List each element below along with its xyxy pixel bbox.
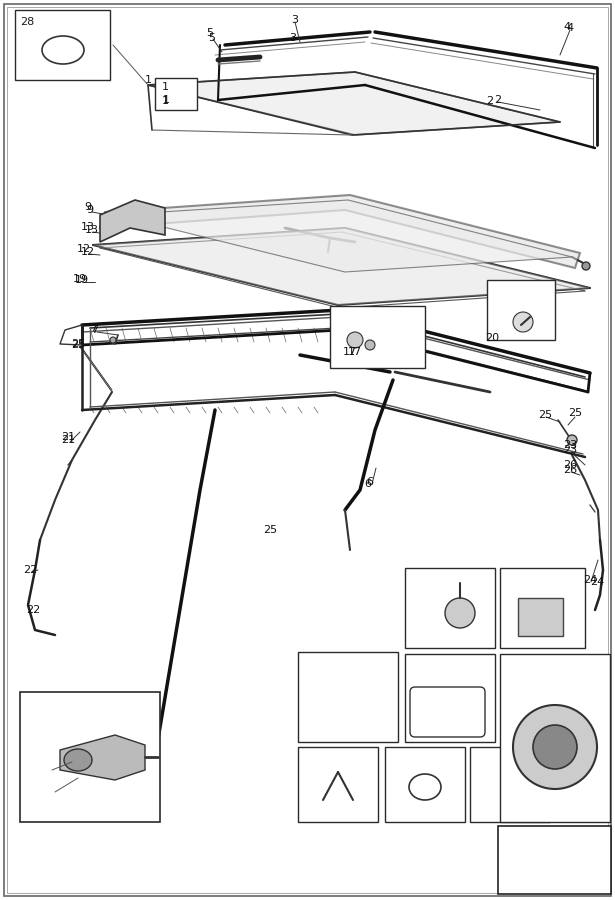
Text: 26: 26 [563, 465, 577, 475]
Bar [518, 598, 563, 636]
Text: 25: 25 [390, 749, 404, 759]
Text: 1: 1 [145, 75, 152, 85]
Text: 13: 13 [85, 225, 99, 235]
Text: 10: 10 [303, 654, 317, 664]
Text: 9: 9 [84, 202, 92, 212]
Polygon shape [148, 72, 560, 135]
Bar [298, 652, 398, 742]
Text: VOLVO: VOLVO [524, 838, 586, 856]
Text: 4: 4 [566, 23, 574, 33]
Text: 21: 21 [61, 432, 75, 442]
Text: 6: 6 [367, 477, 373, 487]
Text: 1: 1 [162, 82, 169, 92]
Text: 27: 27 [505, 656, 519, 666]
Text: GENUINE PARTS: GENUINE PARTS [525, 858, 585, 867]
Bar [298, 747, 378, 822]
Bar [487, 280, 555, 340]
Text: 3: 3 [290, 33, 296, 43]
Bar [500, 654, 610, 822]
Text: 1: 1 [162, 95, 170, 105]
Text: 20: 20 [485, 333, 499, 343]
Circle shape [445, 598, 475, 628]
Bar [500, 568, 585, 648]
Polygon shape [115, 200, 572, 272]
Text: 12: 12 [77, 244, 91, 254]
Text: 4: 4 [563, 22, 571, 32]
Bar [405, 654, 495, 742]
Text: 2: 2 [486, 96, 494, 106]
Text: 25: 25 [263, 525, 277, 535]
Text: 25: 25 [568, 408, 582, 418]
Ellipse shape [64, 749, 92, 771]
Bar [470, 747, 550, 822]
Bar [405, 568, 495, 648]
Text: 24: 24 [590, 577, 604, 587]
Text: 14: 14 [410, 570, 424, 580]
Polygon shape [100, 200, 165, 242]
Bar [330, 306, 425, 368]
Polygon shape [60, 735, 145, 780]
Text: 13: 13 [81, 222, 95, 232]
Text: 19: 19 [75, 275, 89, 285]
Text: 11: 11 [375, 332, 387, 342]
Text: 17: 17 [343, 347, 357, 357]
Text: 5: 5 [207, 28, 213, 38]
Text: 17: 17 [348, 347, 362, 357]
Text: 9: 9 [87, 205, 93, 215]
Text: GR-458479: GR-458479 [520, 872, 590, 885]
Circle shape [513, 312, 533, 332]
Text: 25: 25 [538, 410, 552, 420]
Text: 23: 23 [563, 440, 577, 450]
Text: 28: 28 [20, 17, 34, 27]
Text: 23: 23 [563, 445, 577, 455]
Bar [20, 692, 160, 822]
Text: 22: 22 [23, 565, 37, 575]
Text: 19: 19 [73, 274, 87, 284]
Circle shape [567, 435, 577, 445]
Text: 26: 26 [563, 460, 577, 470]
Text: 21: 21 [61, 435, 75, 445]
Text: 24: 24 [583, 575, 597, 585]
Text: 26: 26 [475, 749, 489, 759]
Text: 25: 25 [71, 340, 85, 350]
Text: 15: 15 [45, 800, 59, 810]
Text: 6: 6 [365, 479, 371, 489]
Bar [15, 10, 110, 80]
Circle shape [582, 262, 590, 270]
Circle shape [347, 332, 363, 348]
Bar [385, 747, 465, 822]
Text: 5: 5 [208, 33, 215, 43]
Text: 2: 2 [494, 95, 502, 105]
Text: 11: 11 [28, 700, 42, 710]
Circle shape [365, 340, 375, 350]
Circle shape [110, 337, 116, 343]
Circle shape [533, 725, 577, 769]
Text: 16: 16 [335, 310, 347, 320]
Text: 7: 7 [90, 323, 98, 333]
Polygon shape [93, 228, 590, 305]
Text: 25: 25 [71, 339, 85, 349]
Text: 29: 29 [410, 656, 424, 666]
Text: 8: 8 [303, 749, 310, 759]
Text: 12: 12 [81, 247, 95, 257]
Bar [155, 78, 197, 110]
Text: 22: 22 [26, 605, 40, 615]
Bar [498, 826, 611, 894]
Text: 20: 20 [492, 284, 504, 294]
Text: 7: 7 [92, 325, 98, 335]
Text: 3: 3 [292, 15, 298, 25]
Text: 1: 1 [162, 96, 169, 106]
Circle shape [513, 705, 597, 789]
Polygon shape [100, 195, 580, 268]
Text: 18: 18 [505, 570, 519, 580]
